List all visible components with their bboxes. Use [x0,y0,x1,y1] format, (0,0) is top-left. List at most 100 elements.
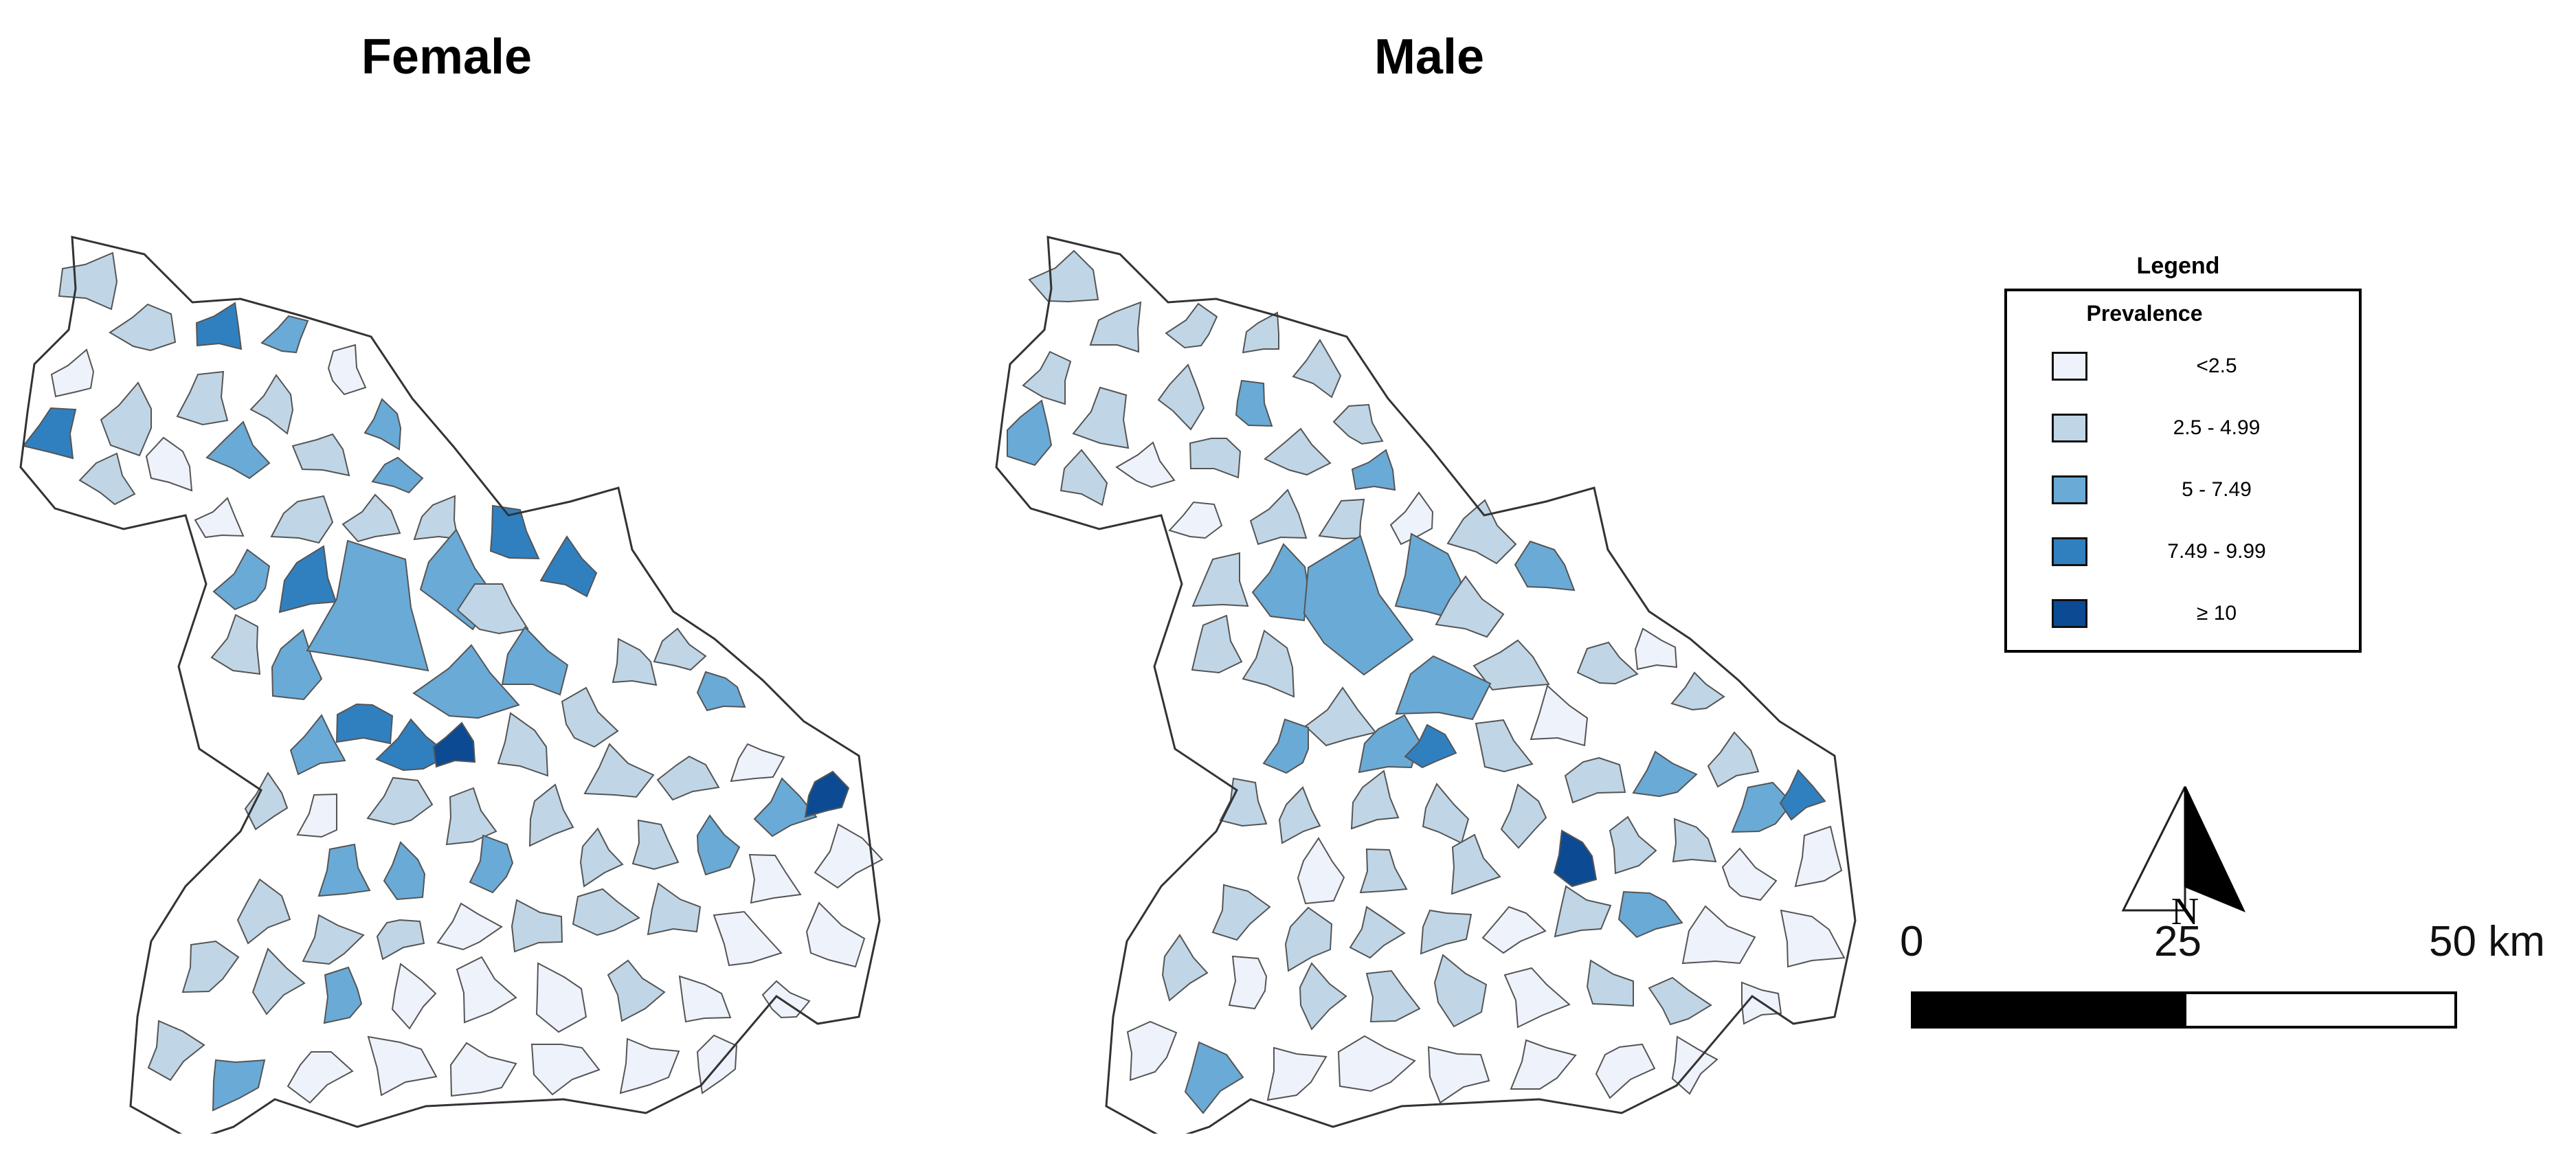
legend-swatch [2052,414,2087,442]
district-region [1264,427,1332,476]
district-region [366,776,434,826]
district-region [1161,934,1209,1002]
district-region [1358,714,1421,774]
district-region [804,770,850,818]
district-region [244,772,289,831]
scale-tick-25: 25 [2154,918,2202,965]
district-region [341,493,401,543]
legend-item-gte-10: ≥ 10 [2052,599,2354,633]
district-region [612,638,658,686]
district-region [511,899,563,953]
scale-bar [1911,991,2457,1029]
district-region [631,819,680,871]
scale-bar-black-segment [1911,991,2186,1029]
district-region [1251,543,1310,622]
district-region [619,1037,680,1094]
district-region [1022,350,1072,405]
district-region [1681,905,1756,965]
district-region [653,627,707,671]
district-region [656,755,720,801]
district-region [1472,639,1550,691]
district-region [296,793,337,838]
district-region [713,910,783,967]
district-region [1648,976,1712,1026]
district-region [1427,1046,1490,1104]
female-study-area-border [19,236,881,1134]
district-region [1553,829,1598,888]
district-region [1219,777,1268,827]
district-region [1395,655,1492,721]
district-region [696,1034,738,1094]
legend-swatch [2052,352,2087,381]
district-region [579,827,624,888]
legend-subtitle: Prevalence [2086,301,2203,326]
district-region [1779,769,1826,821]
district-region [1299,962,1347,1031]
district-region [1165,302,1218,349]
legend-label: ≥ 10 [2196,602,2237,625]
legend-swatch [2052,475,2087,504]
district-region [1304,686,1377,747]
district-region [539,535,598,598]
district-region [1433,954,1488,1028]
district-region [363,398,402,451]
district-region [1365,969,1421,1023]
district-region [1278,786,1321,844]
district-region [1191,552,1249,607]
district-region [456,583,529,635]
district-region [1115,441,1176,488]
district-region [1157,363,1205,431]
district-region [1007,399,1053,467]
district-region [302,914,365,965]
district-region [1794,825,1843,888]
district-region [1359,848,1408,894]
district-region [1228,955,1268,1010]
district-region [561,686,619,748]
legend-label: <2.5 [2196,355,2237,377]
legend-item-7-49-9-99: 7.49 - 9.99 [2052,537,2354,572]
district-region [317,843,371,897]
district-region [1072,386,1130,449]
district-region [814,823,884,889]
district-region [78,452,136,506]
district-region [1617,890,1683,939]
district-region [22,407,77,460]
district-region [100,381,152,457]
district-region [270,495,334,544]
district-region [696,671,746,712]
district-region [1586,959,1634,1007]
district-region [748,853,802,904]
district-region [449,1042,517,1097]
district-region [176,370,229,426]
district-region [1028,249,1099,303]
district-region [1632,750,1698,798]
district-region [445,787,497,846]
district-region [50,348,95,398]
district-region [1420,909,1472,955]
district-region [730,743,785,783]
district-region [306,539,429,672]
district-region [1670,671,1725,711]
district-region [1318,498,1365,540]
legend-swatch [2052,537,2087,566]
district-region [1332,403,1384,445]
district-region [530,1044,601,1096]
district-region [1446,499,1517,565]
district-region [1530,684,1589,747]
district-region [535,962,587,1033]
district-region [251,947,306,1015]
district-region [583,743,655,798]
district-region [1609,816,1657,875]
district-region [1481,906,1547,954]
district-region [413,495,459,541]
district-region [572,888,640,936]
district-region [145,436,193,492]
district-region [753,777,818,838]
district-region [147,1020,205,1081]
legend-item-5-7-49: 5 - 7.49 [2052,475,2354,510]
district-region [456,956,517,1024]
district-region [58,251,118,311]
district-region [1184,1041,1244,1114]
male-map-title: Male [1374,30,1485,85]
district-region [1350,770,1400,830]
